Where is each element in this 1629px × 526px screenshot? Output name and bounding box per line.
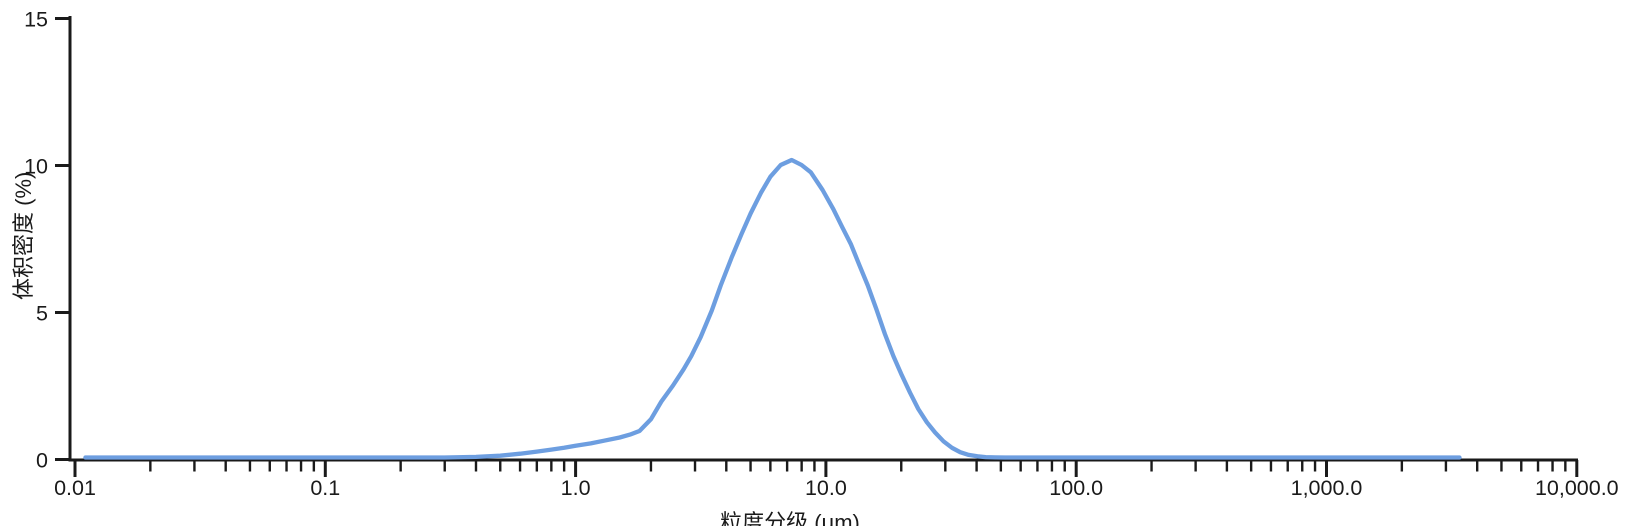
y-tick-label: 5 — [36, 302, 48, 326]
y-tick-label: 15 — [24, 8, 48, 32]
y-axis-title: 体积密度 (%) — [11, 171, 36, 300]
x-tick-label: 1,000.0 — [1291, 476, 1363, 500]
y-tick-label: 10 — [24, 155, 48, 179]
x-axis: 0.01 0.1 1.0 10.0 100.0 1,000.0 10,000.0 — [54, 458, 1619, 500]
y-tick-label: 0 — [36, 449, 48, 473]
x-tick-label: 10,000.0 — [1535, 476, 1619, 500]
x-tick-label: 0.01 — [54, 476, 96, 500]
y-axis: 0 5 10 15 — [24, 8, 72, 473]
x-tick-label: 0.1 — [310, 476, 340, 500]
x-tick-label: 1.0 — [561, 476, 591, 500]
distribution-curve — [83, 157, 1462, 460]
x-tick-label: 100.0 — [1049, 476, 1103, 500]
x-axis-title: 粒度分级 (μm) — [720, 510, 860, 526]
x-tick-label: 10.0 — [805, 476, 847, 500]
